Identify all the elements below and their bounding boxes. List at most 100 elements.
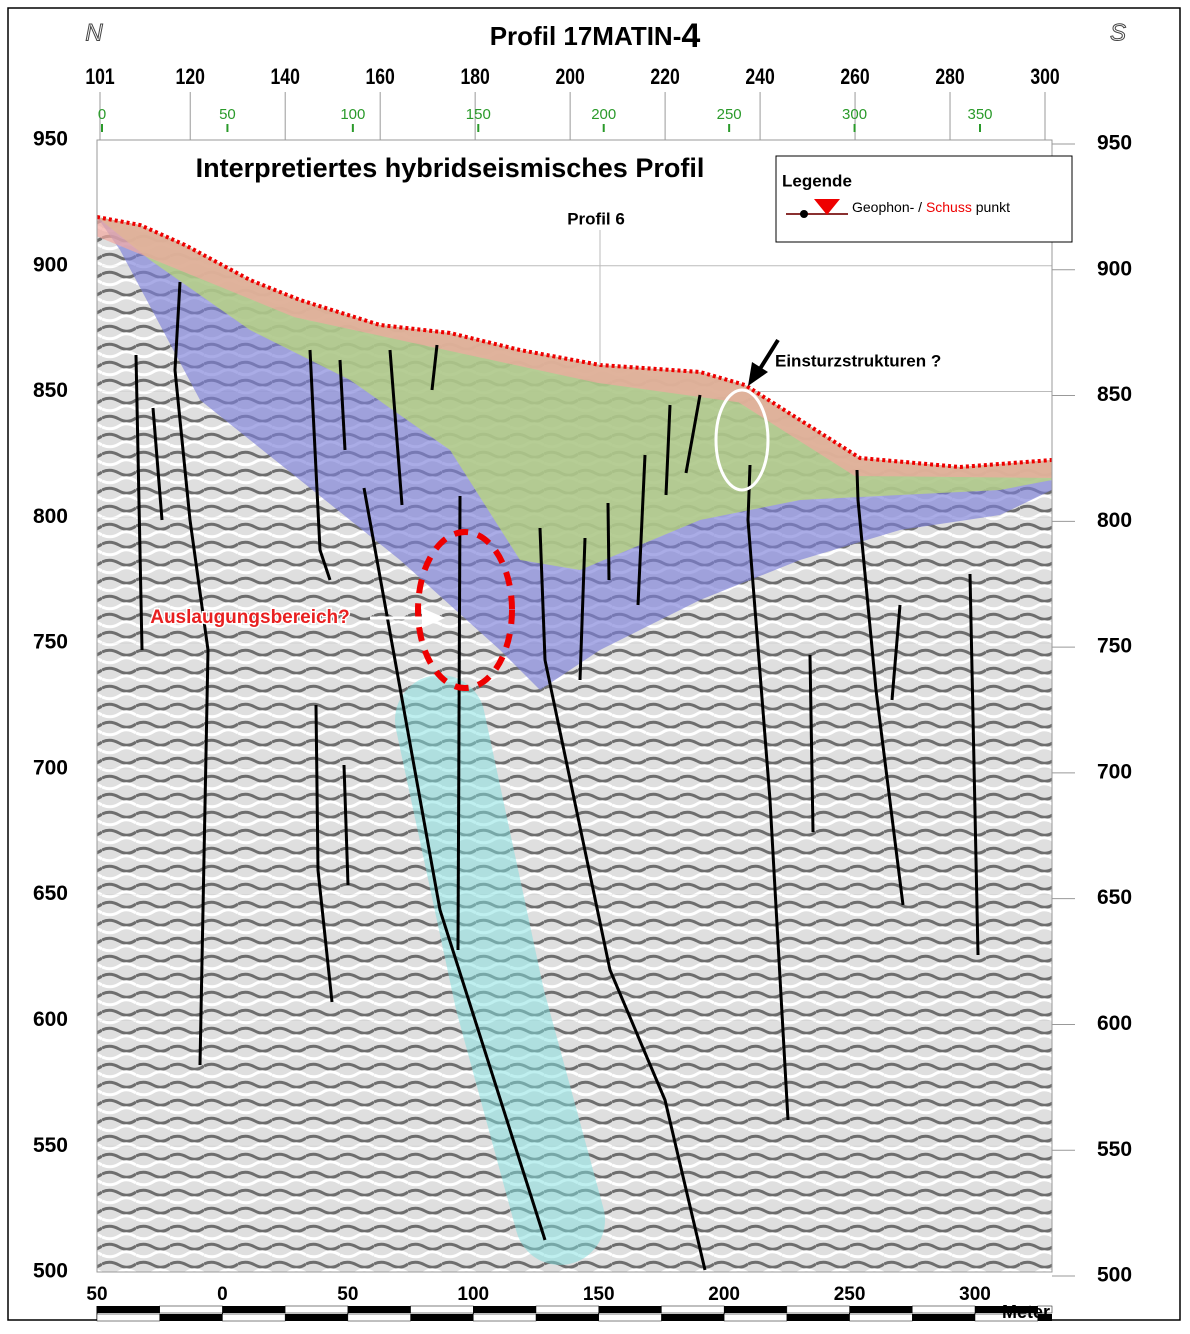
leaching-marker <box>415 529 515 691</box>
scale-bar-white <box>96 1313 160 1322</box>
y-tick-label: 950 <box>33 128 68 151</box>
scale-bar-black <box>159 1314 223 1321</box>
scale-bar-white <box>723 1313 788 1322</box>
y2-tick-label: 500 <box>1097 1264 1132 1287</box>
scale-bar-white <box>473 1313 537 1322</box>
scale-bar-white <box>347 1313 411 1322</box>
shot-tick-label: 300 <box>842 106 867 123</box>
axes: 101 120 140 160 180 200 220 240 260 280 300 0 50 100 1… <box>33 65 1132 1322</box>
north-label: N <box>85 19 103 46</box>
x-axis-unit: Meter <box>1002 1302 1050 1322</box>
shot-tick-label: 200 <box>591 106 616 123</box>
y-tick-label: 900 <box>33 253 68 276</box>
legend-text: Geophon- / Schuss punkt <box>852 199 1010 215</box>
x-tick-label: 300 <box>959 1284 991 1305</box>
scale-bar-black <box>410 1314 474 1321</box>
shot-tick-label: 0 <box>98 106 106 123</box>
y2-tick-label: 850 <box>1097 383 1132 406</box>
legend-geophone <box>800 210 808 218</box>
scale-bar-black <box>912 1314 975 1321</box>
legend-shot <box>814 199 840 215</box>
y2-tick-label: 900 <box>1097 257 1132 280</box>
scale-bar-black <box>598 1306 662 1313</box>
scale-bar-white <box>284 1305 349 1314</box>
shot-tick-label: 250 <box>717 106 742 123</box>
scale-bar-black <box>975 1306 1038 1313</box>
scale-bar-white <box>222 1313 286 1322</box>
scale-bar-black <box>285 1314 348 1321</box>
scale-bar-white <box>1037 1305 1053 1314</box>
x-tick-label: 250 <box>834 1284 866 1305</box>
scale-bar-white <box>598 1313 662 1322</box>
scale-bar-white <box>535 1305 599 1314</box>
legend-text-1: Geophon- / <box>852 199 926 215</box>
shot-tick-label: 100 <box>340 106 365 123</box>
y2-tick-label: 700 <box>1097 760 1132 783</box>
geophone-tick-label: 300 <box>1030 65 1059 89</box>
title: Profil 17MATIN-4 <box>490 17 701 55</box>
geophone-tick-label: 120 <box>176 65 205 89</box>
collapse-marker <box>714 388 770 492</box>
x-tick-label: 150 <box>583 1284 615 1305</box>
scale-bar-black <box>724 1306 787 1313</box>
scale-bar-white <box>410 1305 474 1314</box>
crossing-label: Profil 6 <box>567 209 625 228</box>
scale-bar-black <box>1037 1314 1052 1321</box>
y2-tick-label: 550 <box>1097 1138 1132 1161</box>
scale-bar-white <box>159 1305 223 1314</box>
faults <box>134 281 980 1271</box>
scale-bar-black <box>347 1306 411 1313</box>
y2-tick-label: 650 <box>1097 886 1132 909</box>
y-tick-label: 550 <box>33 1134 68 1157</box>
title-main: Profil 17MATIN- <box>490 21 682 51</box>
arrow <box>756 338 780 374</box>
scale-bar-black <box>661 1314 725 1321</box>
subtitle: Interpretiertes hybridseismisches Profil <box>196 153 705 183</box>
scale-bar-black <box>473 1306 536 1313</box>
shot-tick-label: 350 <box>967 106 992 123</box>
y-tick-label: 700 <box>33 756 68 779</box>
y-tick-label: 600 <box>33 1008 68 1031</box>
geophone-tick-label: 140 <box>271 65 300 89</box>
geophone-tick-label: 240 <box>745 65 774 89</box>
shot-tick-label: 50 <box>219 106 236 123</box>
y2-tick-label: 600 <box>1097 1012 1132 1035</box>
x-tick-label: 0 <box>217 1284 228 1305</box>
y-tick-label: 850 <box>33 379 68 402</box>
scale-bar-black <box>97 1306 160 1313</box>
y2-tick-label: 800 <box>1097 509 1132 532</box>
geophone-tick-label: 220 <box>650 65 679 89</box>
scale-bar-white <box>661 1305 725 1314</box>
legend-title: Legende <box>782 171 852 190</box>
scale-bar-white <box>849 1313 913 1322</box>
y-tick-label: 650 <box>33 882 68 905</box>
scale-bar-white <box>912 1305 976 1314</box>
x-tick-label: 50 <box>337 1284 358 1305</box>
geophone-tick-label: 101 <box>85 65 114 89</box>
geophone-tick-label: 260 <box>840 65 869 89</box>
legend-text-2: Schuss <box>926 199 972 215</box>
y2-tick-label: 750 <box>1097 635 1132 658</box>
geophone-tick-label: 280 <box>935 65 964 89</box>
scale-bar-black <box>536 1314 599 1321</box>
collapse-label: Einsturzstrukturen ? <box>775 351 941 370</box>
scale-bar-black <box>849 1306 913 1313</box>
topography <box>96 215 1053 470</box>
legend-text-3: punkt <box>972 199 1010 215</box>
geophone-tick-label: 200 <box>555 65 584 89</box>
leaching-label: Auslaugungsbereich? <box>150 607 350 628</box>
x-tick-label: 100 <box>457 1284 489 1305</box>
scale-bar-black <box>786 1314 850 1321</box>
shot-tick-label: 150 <box>466 106 491 123</box>
arrow-head <box>748 362 768 386</box>
scale-bar-white <box>786 1305 850 1314</box>
x-tick-label: 200 <box>708 1284 740 1305</box>
south-label: S <box>1110 19 1126 46</box>
geophone-tick-label: 160 <box>366 65 395 89</box>
title-suffix: 4 <box>681 17 700 55</box>
legend: Legende Geophon- / Schuss punkt <box>775 155 1073 243</box>
arrow-head <box>422 608 445 628</box>
x-tick-label: 50 <box>86 1284 107 1305</box>
geophone-tick-label: 180 <box>460 65 489 89</box>
